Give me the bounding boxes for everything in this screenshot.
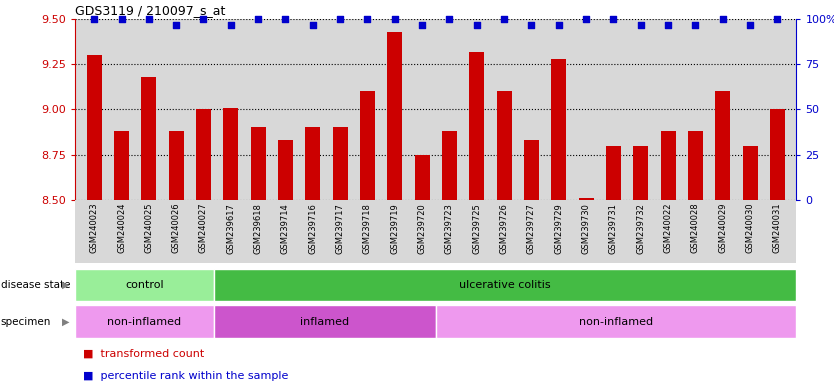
Text: GSM240022: GSM240022 bbox=[664, 203, 672, 253]
Point bbox=[552, 22, 565, 28]
Bar bbox=[716, 91, 731, 200]
Bar bbox=[579, 198, 594, 200]
Point bbox=[661, 22, 675, 28]
Point bbox=[169, 22, 183, 28]
Text: non-inflamed: non-inflamed bbox=[108, 316, 182, 327]
Point bbox=[415, 22, 429, 28]
Point bbox=[497, 16, 510, 22]
Point bbox=[115, 16, 128, 22]
Text: GSM239618: GSM239618 bbox=[254, 203, 263, 254]
Bar bbox=[524, 140, 539, 200]
Point bbox=[443, 16, 456, 22]
Text: GSM239617: GSM239617 bbox=[226, 203, 235, 254]
Bar bbox=[87, 55, 102, 200]
Text: GSM240024: GSM240024 bbox=[117, 203, 126, 253]
Text: GSM240025: GSM240025 bbox=[144, 203, 153, 253]
Bar bbox=[661, 131, 676, 200]
Text: GSM239723: GSM239723 bbox=[445, 203, 454, 254]
Point bbox=[142, 16, 155, 22]
Point bbox=[388, 16, 401, 22]
Text: GSM239717: GSM239717 bbox=[335, 203, 344, 254]
Bar bbox=[605, 146, 620, 200]
Bar bbox=[551, 59, 566, 200]
Text: GSM240031: GSM240031 bbox=[773, 203, 781, 253]
Bar bbox=[633, 146, 648, 200]
Bar bbox=[470, 52, 485, 200]
Text: GDS3119 / 210097_s_at: GDS3119 / 210097_s_at bbox=[75, 3, 225, 17]
Text: disease state: disease state bbox=[1, 280, 70, 290]
Bar bbox=[496, 91, 511, 200]
Bar bbox=[168, 131, 183, 200]
Point bbox=[716, 16, 730, 22]
Point bbox=[279, 16, 292, 22]
Bar bbox=[114, 131, 129, 200]
Text: GSM239714: GSM239714 bbox=[281, 203, 290, 253]
Point bbox=[689, 22, 702, 28]
Bar bbox=[333, 127, 348, 200]
Bar bbox=[214, 305, 435, 338]
Text: ▶: ▶ bbox=[62, 316, 69, 327]
Bar bbox=[435, 305, 796, 338]
Text: GSM240023: GSM240023 bbox=[90, 203, 98, 253]
Point bbox=[306, 22, 319, 28]
Text: ■  transformed count: ■ transformed count bbox=[83, 348, 204, 358]
Text: ■  percentile rank within the sample: ■ percentile rank within the sample bbox=[83, 371, 289, 381]
Point bbox=[606, 16, 620, 22]
Point bbox=[224, 22, 238, 28]
Text: GSM239716: GSM239716 bbox=[309, 203, 317, 254]
Point bbox=[470, 22, 484, 28]
Bar bbox=[196, 109, 211, 200]
Bar bbox=[75, 305, 214, 338]
Text: GSM240029: GSM240029 bbox=[718, 203, 727, 253]
Point bbox=[580, 16, 593, 22]
Point bbox=[525, 22, 538, 28]
Text: GSM240027: GSM240027 bbox=[199, 203, 208, 253]
Text: GSM239731: GSM239731 bbox=[609, 203, 618, 254]
Bar bbox=[251, 127, 266, 200]
Bar bbox=[442, 131, 457, 200]
Bar bbox=[770, 109, 785, 200]
Point bbox=[334, 16, 347, 22]
Bar bbox=[387, 32, 402, 200]
Text: GSM239730: GSM239730 bbox=[581, 203, 590, 254]
Bar bbox=[214, 269, 796, 301]
Text: GSM239727: GSM239727 bbox=[527, 203, 536, 254]
Text: control: control bbox=[125, 280, 163, 290]
Point bbox=[88, 16, 101, 22]
Text: GSM239725: GSM239725 bbox=[472, 203, 481, 253]
Bar bbox=[360, 91, 375, 200]
Point bbox=[634, 22, 647, 28]
Point bbox=[197, 16, 210, 22]
Point bbox=[771, 16, 784, 22]
Text: GSM239718: GSM239718 bbox=[363, 203, 372, 254]
Point bbox=[252, 16, 265, 22]
Bar bbox=[688, 131, 703, 200]
Text: ▶: ▶ bbox=[62, 280, 69, 290]
Text: GSM239726: GSM239726 bbox=[500, 203, 509, 254]
Text: GSM240028: GSM240028 bbox=[691, 203, 700, 253]
Text: GSM240026: GSM240026 bbox=[172, 203, 181, 253]
Text: non-inflamed: non-inflamed bbox=[579, 316, 653, 327]
Text: GSM239720: GSM239720 bbox=[418, 203, 427, 253]
Text: inflamed: inflamed bbox=[300, 316, 349, 327]
Bar bbox=[742, 146, 757, 200]
Text: GSM239729: GSM239729 bbox=[555, 203, 563, 253]
Text: GSM239719: GSM239719 bbox=[390, 203, 399, 253]
Bar bbox=[141, 77, 156, 200]
Text: GSM239732: GSM239732 bbox=[636, 203, 646, 254]
Bar bbox=[75, 269, 214, 301]
Point bbox=[361, 16, 374, 22]
Text: ulcerative colitis: ulcerative colitis bbox=[460, 280, 551, 290]
Bar bbox=[278, 140, 293, 200]
Text: specimen: specimen bbox=[1, 316, 51, 327]
Point bbox=[743, 22, 756, 28]
Bar bbox=[414, 155, 430, 200]
Text: GSM240030: GSM240030 bbox=[746, 203, 755, 253]
Bar bbox=[305, 127, 320, 200]
Bar bbox=[224, 108, 239, 200]
